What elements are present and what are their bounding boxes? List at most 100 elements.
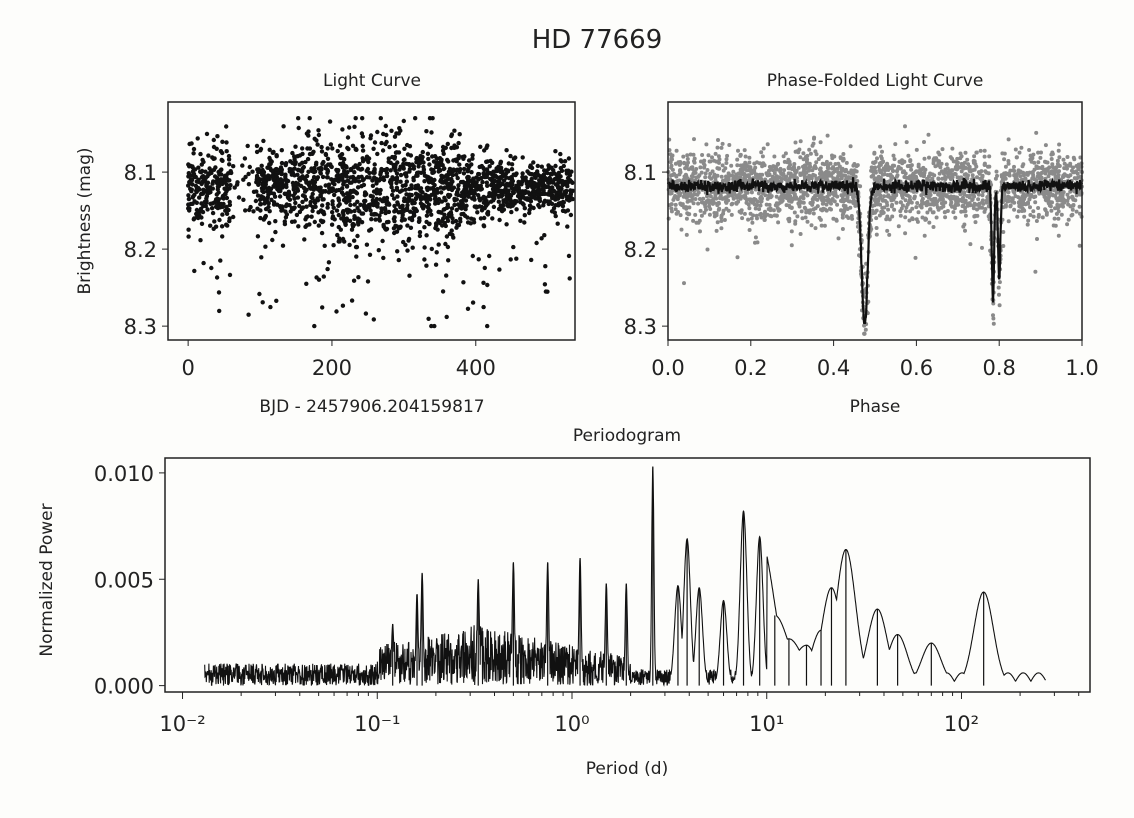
light-curve-point	[470, 300, 476, 305]
light-curve-point	[537, 204, 542, 210]
light-curve-point	[520, 191, 526, 196]
light-curve-point	[557, 191, 563, 196]
light-curve-point	[459, 212, 464, 217]
folded-point	[811, 172, 816, 177]
light-curve-point	[516, 179, 521, 185]
folded-point	[1053, 206, 1057, 211]
folded-point	[802, 205, 807, 210]
light-curve-point	[330, 199, 335, 204]
light-curve-point	[246, 171, 251, 177]
light-curve-point	[341, 182, 346, 187]
folded-point	[1057, 204, 1062, 208]
light-curve-point	[568, 212, 574, 218]
light-curve-point	[417, 216, 422, 221]
light-curve-point	[220, 139, 225, 144]
y-tick-label: 8.2	[124, 238, 157, 262]
folded-point	[686, 212, 691, 217]
light-curve-point	[270, 174, 275, 179]
light-curve-point	[322, 243, 327, 248]
light-curve-point	[442, 212, 447, 217]
folded-point	[788, 174, 793, 179]
light-curve-point	[546, 163, 551, 168]
folded-point	[774, 177, 779, 182]
folded-point	[1043, 171, 1048, 176]
folded-point	[1066, 174, 1071, 179]
light-curve-point	[194, 188, 200, 193]
folded-point	[748, 165, 753, 170]
light-curve-point	[531, 160, 536, 165]
light-curve-point	[308, 199, 313, 205]
folded-point	[937, 159, 941, 164]
light-curve-point	[186, 196, 192, 202]
light-curve-point	[307, 116, 312, 121]
light-curve-point	[334, 173, 339, 179]
light-curve-point	[337, 143, 343, 148]
folded-point	[786, 171, 791, 176]
folded-point	[932, 173, 937, 178]
light-curve-point	[260, 177, 265, 182]
folded-point	[717, 206, 722, 211]
light-curve-point	[344, 164, 349, 169]
folded-point	[881, 210, 886, 215]
x-tick-label: 1.0	[1065, 356, 1098, 380]
light-curve-point	[542, 198, 548, 204]
folded-point	[935, 205, 940, 210]
light-curve-point	[395, 194, 400, 199]
folded-point	[839, 193, 844, 198]
light-curve-point	[478, 216, 484, 221]
folded-point	[793, 219, 798, 224]
light-curve-point	[203, 169, 208, 174]
folded-point	[795, 214, 800, 219]
light-curve-point	[476, 172, 482, 177]
light-curve-point	[294, 212, 300, 218]
light-curve-point	[296, 116, 301, 121]
folded-point	[1056, 173, 1061, 177]
light-curve-point	[258, 202, 263, 207]
light-curve-point	[426, 156, 431, 162]
folded-point	[974, 164, 979, 169]
folded-point	[1008, 168, 1013, 173]
folded-point	[813, 196, 818, 201]
light-curve-point	[250, 169, 255, 174]
y-tick-label: 8.3	[624, 315, 657, 339]
light-curve-point	[479, 208, 485, 213]
folded-point	[696, 201, 701, 206]
folded-point	[997, 292, 1001, 297]
light-curve-point	[226, 157, 232, 162]
light-curve-point	[405, 199, 411, 204]
light-curve-point	[228, 170, 233, 175]
light-curve-point	[320, 189, 326, 194]
light-curve-point	[560, 203, 566, 209]
folded-point	[893, 142, 898, 147]
light-curve-point	[401, 166, 406, 171]
folded-point	[855, 224, 860, 229]
folded-point	[715, 173, 720, 178]
light-curve-point	[461, 280, 466, 285]
light-curve-point	[295, 154, 300, 159]
light-curve-point	[422, 257, 427, 262]
light-curve-point	[482, 265, 487, 271]
light-curve-point	[420, 196, 425, 201]
light-curve-point	[392, 143, 398, 149]
folded-point	[1017, 204, 1022, 209]
folded-point	[716, 201, 721, 206]
folded-point	[909, 167, 914, 172]
light-curve-point	[314, 160, 319, 165]
folded-point	[874, 226, 879, 230]
folded-point	[1057, 155, 1062, 160]
folded-point	[758, 172, 762, 177]
light-curve-point	[542, 168, 547, 173]
light-curve-point	[259, 163, 264, 168]
light-curve-point	[404, 206, 410, 211]
light-curve-point	[482, 174, 488, 180]
folded-point	[916, 164, 921, 169]
light-curve-point	[374, 201, 379, 206]
folded-point	[719, 226, 724, 231]
folded-point	[834, 217, 839, 222]
light-curve-point	[256, 179, 261, 184]
folded-point	[908, 158, 913, 163]
folded-point	[747, 228, 752, 232]
folded-point	[910, 206, 915, 211]
folded-point	[755, 203, 760, 208]
light-curve-point	[381, 131, 386, 137]
